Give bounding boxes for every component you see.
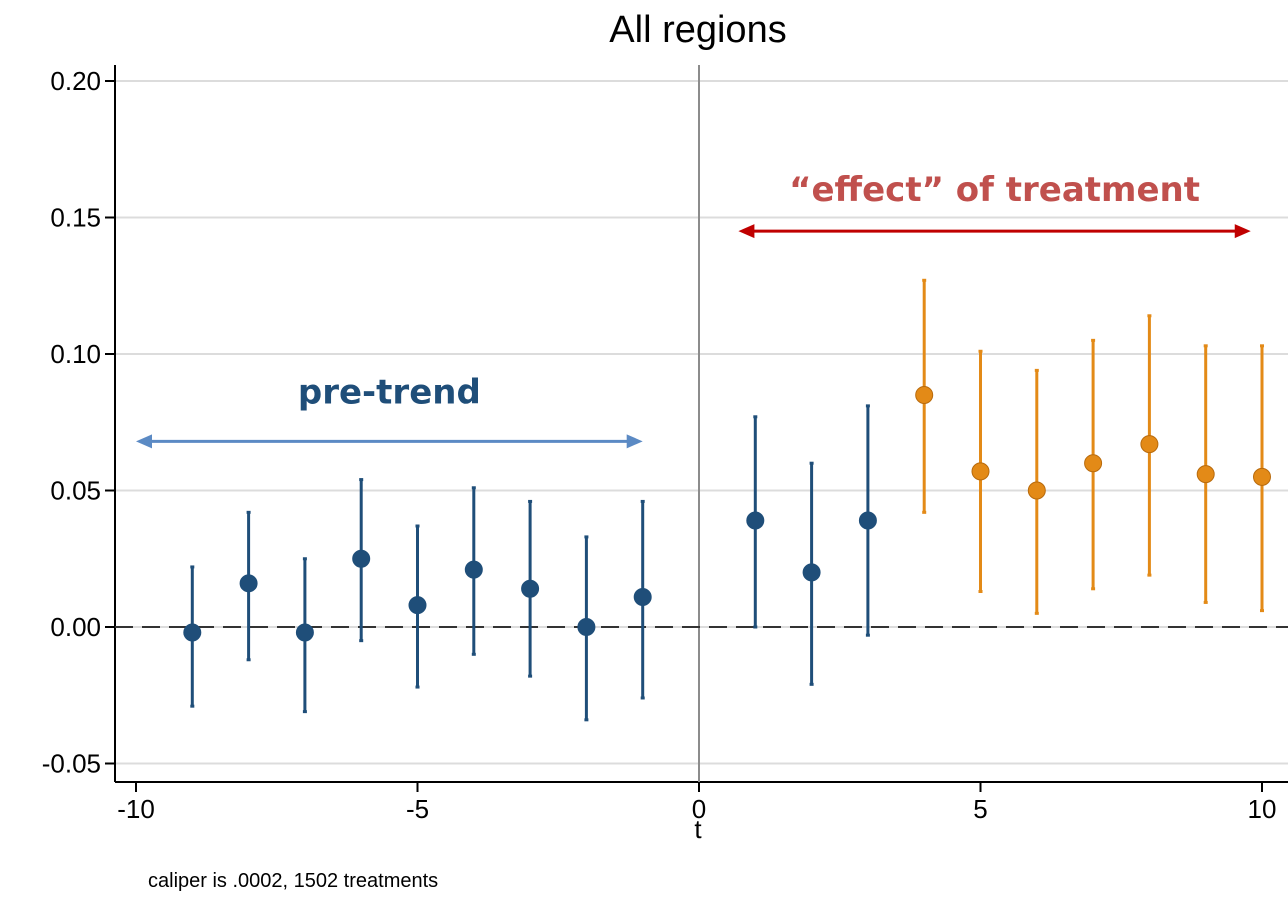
- data-point: [858, 511, 877, 530]
- data-point: [1084, 454, 1103, 473]
- annotation-arrowhead: [136, 434, 152, 449]
- data-point: [295, 623, 314, 642]
- data-point: [633, 587, 652, 606]
- y-tick-label: -0.05: [42, 749, 101, 779]
- data-point: [352, 549, 371, 568]
- chart-title: All regions: [609, 9, 786, 51]
- data-point: [183, 623, 202, 642]
- data-point: [746, 511, 765, 530]
- annotation-arrowhead: [1234, 224, 1251, 239]
- data-point: [802, 563, 821, 582]
- data-point: [1196, 465, 1215, 484]
- plot-area: -0.05 0.00 0.05 0.10 0.15 0.20 -10 -5 0 5 10 pre-tr…: [42, 65, 1288, 824]
- data-point: [239, 574, 258, 593]
- x-tick-label: -10: [117, 794, 155, 824]
- data-point: [408, 596, 427, 615]
- data-point: [577, 618, 596, 636]
- data-point: [1253, 467, 1271, 486]
- chart-note: caliper is .0002, 1502 treatments: [148, 870, 438, 892]
- y-tick-label: 0.20: [50, 66, 101, 96]
- y-tick-label: 0.00: [50, 612, 101, 642]
- x-tick-label: 0: [692, 794, 706, 824]
- annotation-arrowhead: [626, 434, 643, 449]
- x-axis-title: t: [694, 814, 702, 844]
- annotation-label: “effect” of treatment: [789, 170, 1200, 210]
- y-tick-label: 0.05: [50, 476, 101, 506]
- data-point: [971, 462, 990, 481]
- data-point: [1140, 435, 1159, 454]
- y-tick-label: 0.10: [50, 339, 101, 369]
- x-tick-label: 5: [973, 794, 987, 824]
- x-tick-label: 10: [1248, 794, 1277, 824]
- data-point: [464, 560, 483, 579]
- x-tick-label: -5: [406, 794, 429, 824]
- data-point: [521, 579, 540, 598]
- annotation-arrowhead: [738, 224, 755, 239]
- data-point: [915, 385, 934, 404]
- y-tick-label: 0.15: [50, 203, 101, 233]
- data-point: [1027, 481, 1046, 500]
- annotation-label: pre-trend: [298, 372, 481, 412]
